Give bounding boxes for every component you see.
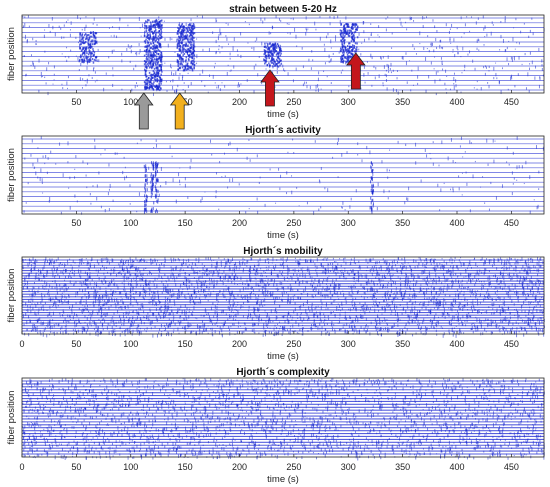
x-tick-label: 0 — [19, 339, 24, 349]
axes-frame — [21, 256, 545, 335]
x-axis-label: time (s) — [267, 230, 299, 241]
event-arrow — [346, 52, 366, 90]
signal-texture — [22, 378, 545, 461]
x-tick-label: 400 — [449, 97, 464, 107]
x-tick-label: 50 — [71, 218, 81, 228]
chart-title: Hjorth´s activity — [245, 125, 321, 136]
x-tick-label: 100 — [123, 339, 138, 349]
x-tick-label: 300 — [341, 339, 356, 349]
panel-2: 50 100 150 200 250 300 350 400 450 Hjorth´s activ… — [6, 125, 545, 241]
x-tick-label: 100 — [123, 462, 138, 472]
x-tick-label: 450 — [504, 218, 519, 228]
x-tick-label: 300 — [341, 97, 356, 107]
x-tick-label: 250 — [286, 218, 301, 228]
x-tick-label: 250 — [286, 97, 301, 107]
y-axis-label: fiber position — [6, 391, 17, 445]
x-tick-label: 450 — [504, 97, 519, 107]
axes-frame — [21, 377, 545, 458]
axes-frame — [21, 135, 545, 215]
x-tick-label: 200 — [232, 462, 247, 472]
chart-title: Hjorth´s mobility — [243, 246, 323, 257]
x-tick-label: 150 — [178, 339, 193, 349]
x-tick-label: 350 — [395, 218, 410, 228]
x-tick-label: 350 — [395, 339, 410, 349]
chart-title: Hjorth´s complexity — [236, 367, 330, 378]
x-tick-label: 250 — [286, 462, 301, 472]
x-tick-label: 150 — [178, 462, 193, 472]
panel-3: 0 50 100 150 200 250 300 350 400 450 Hjorth´s mobi… — [6, 246, 545, 362]
x-tick-label: 100 — [123, 97, 138, 107]
channel-lines — [22, 17, 544, 91]
x-tick-label: 100 — [123, 218, 138, 228]
x-tick-label: 350 — [395, 462, 410, 472]
x-tick-label: 400 — [449, 218, 464, 228]
panel-1: 50100150200250300350400450strain between… — [6, 4, 545, 130]
x-tick-label: 250 — [286, 339, 301, 349]
event-arrow — [134, 92, 154, 130]
channel-lines — [22, 138, 544, 212]
signal-texture — [23, 136, 544, 215]
x-tick-label: 450 — [504, 339, 519, 349]
x-axis-label: time (s) — [267, 351, 299, 362]
x-axis-label: time (s) — [267, 109, 299, 120]
x-axis-label: time (s) — [267, 474, 299, 485]
signal-texture — [22, 257, 545, 338]
x-tick-label: 200 — [232, 218, 247, 228]
x-tick-label: 0 — [19, 462, 24, 472]
x-tick-label: 400 — [449, 339, 464, 349]
x-tick-label: 350 — [395, 97, 410, 107]
x-tick-label: 400 — [449, 462, 464, 472]
x-tick-label: 50 — [71, 462, 81, 472]
chart-title: strain between 5-20 Hz — [229, 4, 337, 15]
event-arrow — [169, 92, 190, 130]
y-axis-label: fiber position — [6, 27, 17, 81]
plot-area — [22, 136, 544, 214]
x-tick-label: 50 — [71, 339, 81, 349]
y-axis-label: fiber position — [6, 269, 17, 323]
signal-texture — [22, 15, 545, 97]
plot-area — [22, 15, 544, 93]
y-axis-label: fiber position — [6, 148, 17, 202]
axes-frame — [21, 14, 545, 94]
x-tick-label: 300 — [341, 218, 356, 228]
x-tick-label: 200 — [232, 97, 247, 107]
x-tick-label: 150 — [178, 218, 193, 228]
panel-4: 0 50 100 150 200 250 300 350 400 450 Hjorth´s comp… — [6, 367, 545, 485]
event-arrow — [260, 69, 280, 107]
x-tick-label: 200 — [232, 339, 247, 349]
x-tick-label: 50 — [71, 97, 81, 107]
x-tick-label: 450 — [504, 462, 519, 472]
x-tick-label: 300 — [341, 462, 356, 472]
